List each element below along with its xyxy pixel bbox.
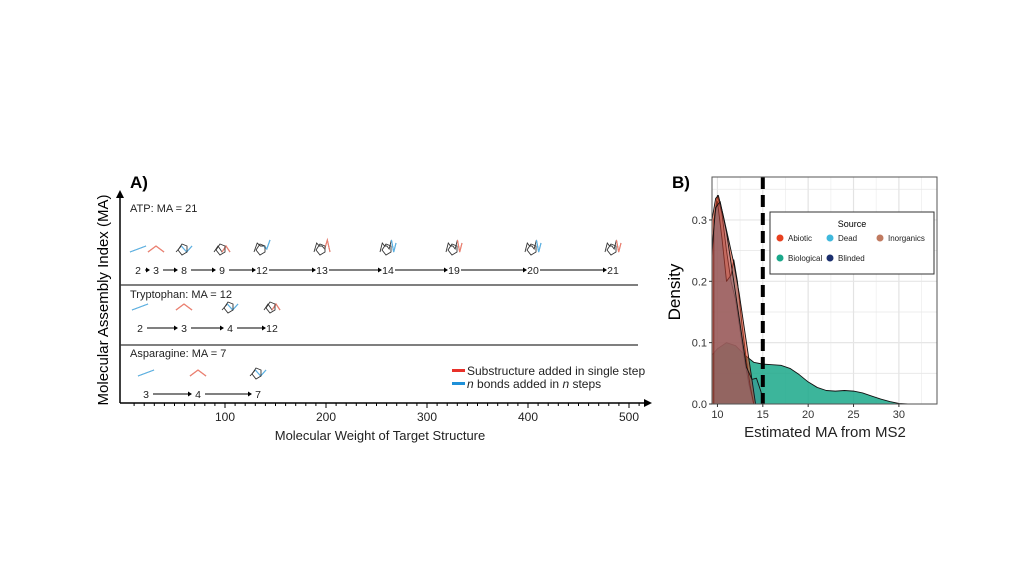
legend-b: Source Biological Inorganics Dead Abiotic Bl… — [769, 211, 935, 275]
ma-step-value: 3 — [143, 389, 149, 401]
y-axis-arrow — [116, 190, 124, 198]
ma-step-value: 4 — [195, 389, 201, 401]
legend-single-step: Substructure added in single step — [467, 364, 645, 378]
molecule-structure — [604, 239, 622, 256]
arrow-head — [444, 267, 448, 273]
panel-a-ylabel: Molecular Assembly Index (MA) — [95, 195, 112, 406]
arrow-head — [252, 267, 256, 273]
arrow-head — [174, 267, 178, 273]
section-title: ATP: MA = 21 — [130, 203, 197, 215]
density-blinded — [711, 201, 765, 405]
molecule-structure — [137, 369, 155, 377]
molecule-structure — [147, 245, 165, 253]
y-tick-label: 0.0 — [692, 399, 707, 411]
ma-step-value: 3 — [153, 265, 159, 277]
molecule-structure — [213, 243, 231, 256]
legend-title: Source — [838, 219, 867, 229]
arrow-head — [146, 267, 150, 273]
panel-b-ylabel: Density — [665, 263, 684, 320]
x-tick-label: 400 — [518, 410, 538, 424]
arrow-head — [174, 325, 178, 331]
ma-step-value: 7 — [255, 389, 261, 401]
y-tick-label: 0.2 — [692, 276, 707, 288]
plot-border — [711, 176, 938, 405]
molecule-structure — [175, 243, 193, 256]
ma-step-value: 4 — [227, 323, 233, 335]
ma-step-value: 2 — [137, 323, 143, 335]
molecule-structure — [131, 303, 149, 311]
section-title: Asparagine: MA = 7 — [130, 348, 226, 360]
x-tick-label: 300 — [417, 410, 437, 424]
legend-dot-inorganics — [876, 234, 884, 242]
x-tick-label: 100 — [215, 410, 235, 424]
molecule-structure — [175, 303, 193, 311]
molecule-structure — [263, 301, 281, 314]
arrow-head — [212, 267, 216, 273]
ma-step-value: 9 — [219, 265, 225, 277]
legend-label-biological: Biological — [788, 254, 822, 263]
x-tick-label: 25 — [847, 409, 859, 421]
ma-step-value: 19 — [448, 265, 460, 277]
molecule-structure — [221, 301, 239, 314]
x-axis-arrow — [644, 399, 652, 407]
legend-label-dead: Dead — [838, 234, 857, 243]
arrow-head — [523, 267, 527, 273]
legend-n-steps: n bonds added in n steps — [467, 377, 601, 391]
legend-swatch-blue — [452, 382, 465, 385]
molecule-structure — [253, 239, 271, 256]
ma-step-value: 3 — [181, 323, 187, 335]
legend-dot-biological — [776, 254, 784, 262]
legend-dot-blinded — [826, 254, 834, 262]
legend-swatch-red — [452, 369, 465, 372]
legend-box — [769, 211, 935, 275]
legend-label-inorganics: Inorganics — [888, 234, 925, 243]
molecule-structure — [524, 239, 542, 256]
panel-a-xlabel: Molecular Weight of Target Structure — [275, 428, 486, 443]
molecule-structure — [313, 237, 331, 256]
molecule-structure — [129, 245, 147, 253]
y-tick-label: 0.1 — [692, 338, 707, 350]
x-tick-label: 15 — [757, 409, 769, 421]
legend-dot-abiotic — [776, 234, 784, 242]
legend-label-blinded: Blinded — [838, 254, 865, 263]
ma-step-value: 8 — [181, 265, 187, 277]
arrow-head — [603, 267, 607, 273]
molecule-structure — [189, 369, 207, 377]
y-tick-label: 0.3 — [692, 215, 707, 227]
x-axis-minor-ticks — [133, 403, 640, 408]
x-tick-label: 10 — [711, 409, 723, 421]
arrow-head — [188, 391, 192, 397]
panel-b-xlabel: Estimated MA from MS2 — [744, 424, 906, 441]
ma-step-value: 2 — [135, 265, 141, 277]
molecule-structure — [445, 239, 463, 256]
section-title: Tryptophan: MA = 12 — [130, 289, 232, 301]
arrow-head — [262, 325, 266, 331]
arrow-head — [248, 391, 252, 397]
molecule-structure — [379, 239, 397, 256]
legend-label-abiotic: Abiotic — [788, 234, 812, 243]
ma-step-value: 20 — [527, 265, 539, 277]
panel-b-label: B) — [672, 173, 690, 192]
arrow-head — [220, 325, 224, 331]
x-tick-label: 500 — [619, 410, 639, 424]
ma-step-value: 21 — [607, 265, 619, 277]
ma-step-value: 13 — [316, 265, 328, 277]
x-tick-label: 200 — [316, 410, 336, 424]
arrow-head — [312, 267, 316, 273]
arrow-head — [378, 267, 382, 273]
ma-step-value: 12 — [266, 323, 278, 335]
x-tick-label: 30 — [893, 409, 905, 421]
pathway-sections: ATP: MA = 212 3 8 9 12 13 14 19 20 21Tryptophan: … — [129, 203, 622, 401]
ma-step-value: 12 — [256, 265, 268, 277]
molecule-structure — [249, 367, 267, 380]
legend-dot-dead — [826, 234, 834, 242]
panel-a-label: A) — [130, 173, 148, 192]
x-tick-label: 20 — [802, 409, 814, 421]
ma-step-value: 14 — [382, 265, 394, 277]
x-axis-tick-labels: 100 200 300 400 500 — [215, 410, 639, 424]
